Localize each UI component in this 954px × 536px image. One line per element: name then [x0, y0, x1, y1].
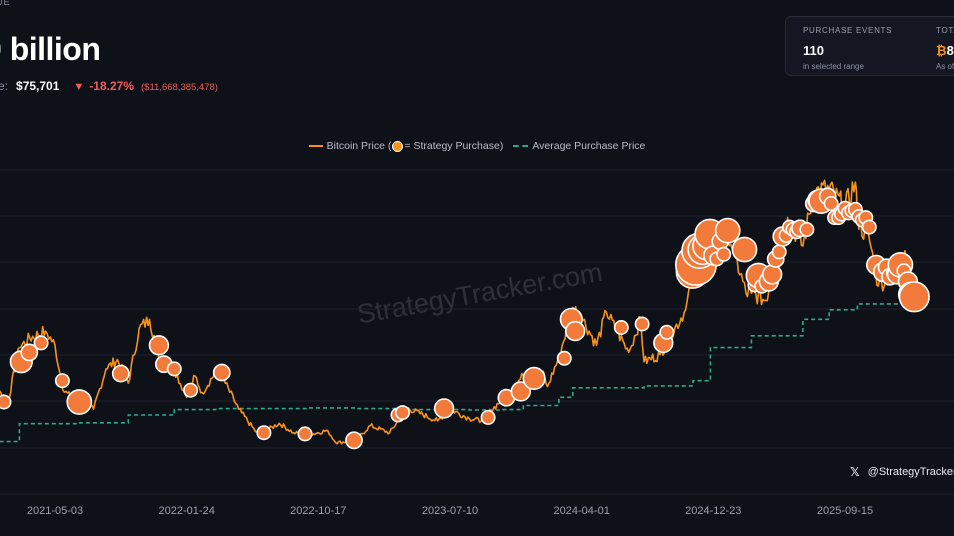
purchase-marker: [634, 316, 650, 332]
btc-price-value: $75,701: [16, 79, 60, 93]
average-purchase-line: [0, 299, 916, 443]
btc-price-row: e: $75,701 ▼ -18.27% ($11,668,385,478): [0, 79, 218, 93]
purchase-marker: [761, 264, 783, 285]
x-tick-label: 2024-04-01: [554, 505, 610, 517]
average-purchase-series: [0, 299, 916, 443]
x-tick-label: 2022-01-24: [159, 505, 215, 517]
purchase-marker: [256, 425, 272, 441]
purchase-marker: [659, 324, 675, 340]
purchase-events-label: PURCHASE EVENTS: [803, 26, 893, 35]
x-tick-label: 2022-10-17: [290, 505, 346, 517]
legend-average-label: Average Purchase Price: [532, 140, 646, 152]
purchase-marker: [771, 244, 787, 260]
bitcoin-price-line: [0, 179, 916, 445]
legend-dash-swatch: [513, 145, 529, 147]
change-amount: ($11,668,385,478): [141, 82, 218, 93]
credit-handle: @StrategyTracker: [867, 466, 954, 478]
purchase-marker: [111, 364, 130, 383]
purchase-marker: [148, 335, 170, 356]
total-btc-value: ₿8: [936, 43, 954, 58]
purchase-marker: [861, 219, 877, 235]
total-btc-stat: TOTAL ₿8 As of: [936, 26, 954, 71]
purchase-markers: [0, 187, 930, 450]
purchase-marker: [522, 366, 546, 391]
purchase-marker: [898, 281, 930, 313]
purchase-marker: [66, 389, 93, 415]
purchase-marker: [613, 319, 629, 335]
purchase-marker: [0, 394, 12, 410]
down-arrow-icon: ▼: [73, 81, 85, 93]
purchase-marker: [510, 381, 531, 402]
purchase-marker: [731, 236, 758, 263]
chart-legend: Bitcoin Price ( = Strategy Purchase) Ave…: [0, 140, 954, 152]
purchase-marker: [556, 350, 572, 366]
purchase-marker: [394, 405, 410, 421]
purchase-marker: [714, 217, 741, 244]
purchase-marker: [799, 222, 815, 238]
purchase-marker: [54, 373, 70, 389]
total-value-label: UE: [0, 0, 11, 7]
legend-price-prefix: Bitcoin Price (: [326, 140, 392, 152]
btc-price-label: e:: [0, 79, 9, 93]
credit[interactable]: 𝕏 @StrategyTracker: [850, 465, 954, 479]
purchase-marker: [823, 196, 839, 212]
purchase-marker: [33, 335, 49, 351]
total-btc-label: TOTAL: [936, 26, 954, 35]
x-tick-label: 2023-07-10: [422, 505, 478, 517]
legend-item-average-price[interactable]: Average Purchase Price: [513, 140, 645, 152]
legend-price-suffix: = Strategy Purchase): [404, 140, 504, 152]
legend-item-bitcoin-price[interactable]: Bitcoin Price ( = Strategy Purchase): [308, 140, 504, 152]
x-logo-icon: 𝕏: [850, 465, 860, 479]
purchase-events-sub: in selected range: [803, 62, 864, 71]
purchase-marker: [564, 320, 586, 342]
purchase-marker: [345, 431, 363, 450]
total-btc-amount: 8: [946, 43, 954, 58]
purchase-events-value: 110: [803, 43, 824, 58]
x-tick-label: 2021-05-03: [27, 505, 83, 517]
x-tick-label: 2025-09-15: [817, 505, 873, 517]
x-tick-label: 2024-12-23: [685, 505, 741, 517]
purchase-events-stat: PURCHASE EVENTS 110 in selected range: [803, 26, 892, 71]
total-btc-sub: As of: [936, 62, 954, 71]
purchase-marker: [480, 409, 496, 425]
grid-lines: [0, 169, 954, 495]
x-axis-ticks: 2021-05-03 2022-01-24 2022-10-17 2023-07-10…: [27, 505, 873, 517]
total-value: 0 billion: [0, 31, 101, 67]
legend-line-swatch: [308, 145, 323, 147]
purchase-marker: [433, 398, 455, 419]
stats-card: PURCHASE EVENTS 110 in selected range TO…: [785, 16, 954, 76]
purchase-marker: [183, 382, 199, 398]
purchase-dot-icon: [392, 140, 404, 152]
purchase-marker: [297, 426, 313, 442]
purchase-marker: [212, 363, 231, 382]
change-percent: -18.27%: [89, 79, 134, 93]
purchase-marker: [716, 246, 732, 262]
purchase-marker: [166, 361, 182, 377]
bitcoin-price-series: [0, 179, 916, 445]
purchase-marker: [20, 343, 39, 362]
bitcoin-icon: ₿: [936, 43, 947, 58]
